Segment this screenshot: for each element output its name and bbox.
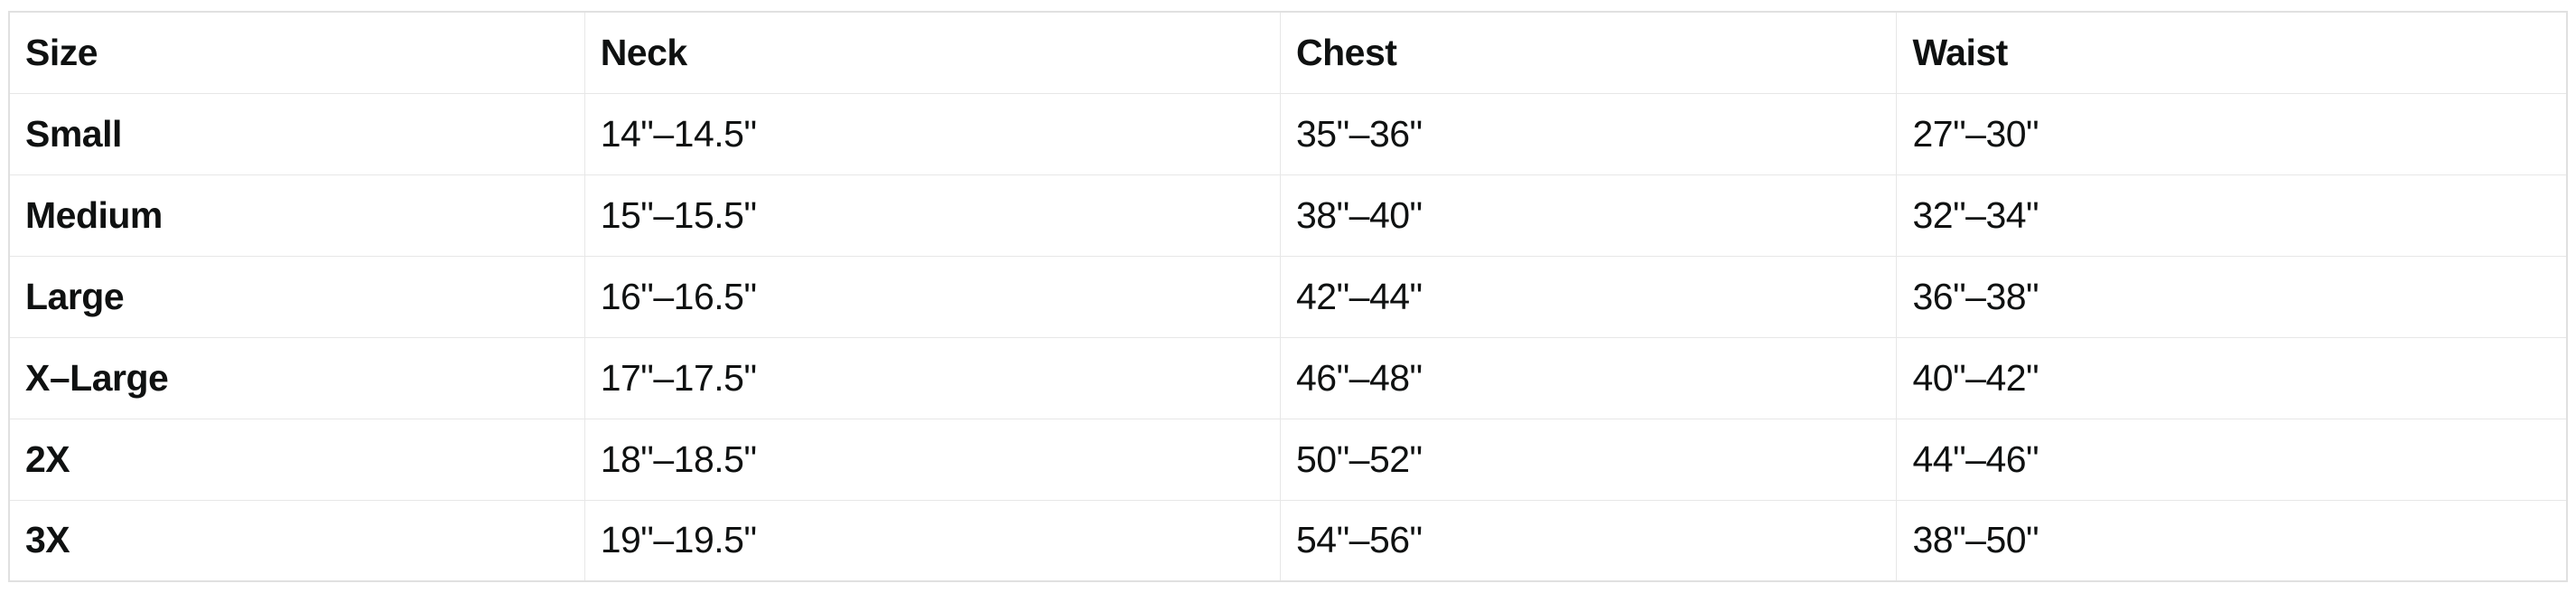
table-row: 2X 18"–18.5" 50"–52" 44"–46" — [8, 418, 2568, 501]
waist-cell: 36"–38" — [1896, 255, 2568, 338]
neck-cell: 19"–19.5" — [583, 499, 1281, 582]
header-row: Size Neck Chest Waist — [8, 11, 2568, 94]
size-chart-table: Size Neck Chest Waist Small 14"–14.5" 35"–… — [8, 11, 2568, 582]
waist-cell: 32"–34" — [1896, 174, 2568, 257]
table-row: 3X 19"–19.5" 54"–56" 38"–50" — [8, 499, 2568, 582]
size-cell: 3X — [8, 499, 585, 582]
neck-cell: 16"–16.5" — [583, 255, 1281, 338]
size-cell: X–Large — [8, 336, 585, 419]
size-cell: 2X — [8, 418, 585, 501]
table-row: X–Large 17"–17.5" 46"–48" 40"–42" — [8, 336, 2568, 419]
size-cell: Large — [8, 255, 585, 338]
waist-cell: 27"–30" — [1896, 92, 2568, 175]
column-header-waist: Waist — [1896, 11, 2568, 94]
column-header-chest: Chest — [1279, 11, 1898, 94]
waist-cell: 38"–50" — [1896, 499, 2568, 582]
chest-cell: 38"–40" — [1279, 174, 1898, 257]
chest-cell: 50"–52" — [1279, 418, 1898, 501]
chest-cell: 54"–56" — [1279, 499, 1898, 582]
neck-cell: 17"–17.5" — [583, 336, 1281, 419]
table-row: Small 14"–14.5" 35"–36" 27"–30" — [8, 92, 2568, 175]
table-row: Medium 15"–15.5" 38"–40" 32"–34" — [8, 174, 2568, 257]
neck-cell: 14"–14.5" — [583, 92, 1281, 175]
column-header-size: Size — [8, 11, 585, 94]
column-header-neck: Neck — [583, 11, 1281, 94]
chest-cell: 35"–36" — [1279, 92, 1898, 175]
chest-cell: 46"–48" — [1279, 336, 1898, 419]
size-cell: Small — [8, 92, 585, 175]
waist-cell: 40"–42" — [1896, 336, 2568, 419]
neck-cell: 18"–18.5" — [583, 418, 1281, 501]
size-cell: Medium — [8, 174, 585, 257]
chest-cell: 42"–44" — [1279, 255, 1898, 338]
table-row: Large 16"–16.5" 42"–44" 36"–38" — [8, 255, 2568, 338]
neck-cell: 15"–15.5" — [583, 174, 1281, 257]
waist-cell: 44"–46" — [1896, 418, 2568, 501]
